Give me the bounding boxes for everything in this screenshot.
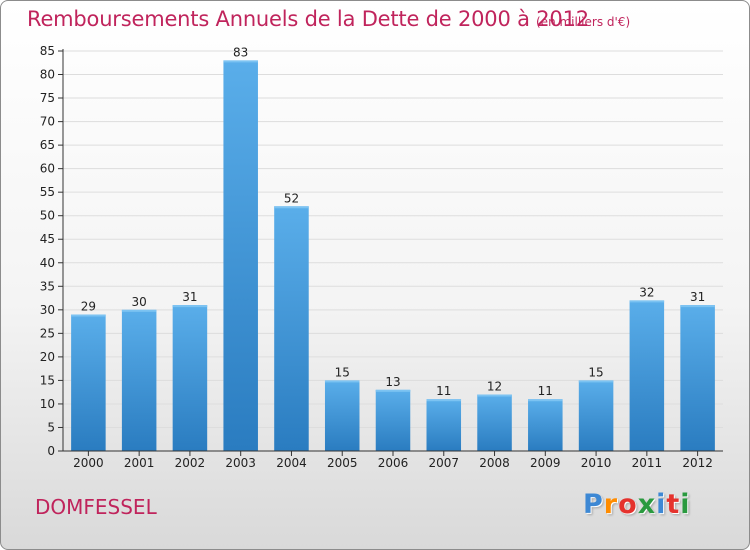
x-tick-label-2005: 2005 xyxy=(327,456,358,470)
data-label-2003: 83 xyxy=(233,45,248,59)
data-label-2001: 30 xyxy=(132,295,147,309)
logo-letter: r xyxy=(603,489,619,520)
logo-letter: t xyxy=(666,489,681,520)
bars xyxy=(71,60,715,451)
bar-highlight-2009 xyxy=(528,399,563,402)
bar-highlight-2007 xyxy=(426,399,462,402)
logo-letter: o xyxy=(618,489,638,520)
y-tick-label: 30 xyxy=(40,303,55,317)
y-tick-label: 65 xyxy=(40,138,55,152)
bar-2004 xyxy=(274,206,309,451)
x-tick-label-2003: 2003 xyxy=(225,456,256,470)
y-tick-label: 50 xyxy=(40,209,55,223)
x-tick-label-2012: 2012 xyxy=(682,456,713,470)
y-tick-label: 60 xyxy=(40,162,55,176)
bar-highlight-2004 xyxy=(274,206,309,209)
bar-2000 xyxy=(71,314,106,451)
y-tick-label: 25 xyxy=(40,326,55,340)
x-tick-label-2001: 2001 xyxy=(124,456,155,470)
commune-name: DOMFESSEL xyxy=(35,495,157,519)
x-tick-label-2002: 2002 xyxy=(175,456,206,470)
bar-2007 xyxy=(426,399,462,451)
x-tick-label-2007: 2007 xyxy=(428,456,459,470)
bar-2009 xyxy=(528,399,563,451)
bar-2011 xyxy=(629,300,665,451)
bar-highlight-2010 xyxy=(578,380,614,383)
bar-2010 xyxy=(578,380,614,451)
y-tick-label: 35 xyxy=(40,279,55,293)
bar-highlight-2006 xyxy=(375,389,411,392)
data-label-2007: 11 xyxy=(436,384,451,398)
x-tick-label-2009: 2009 xyxy=(530,456,561,470)
data-label-2011: 32 xyxy=(639,285,654,299)
x-tick-label-2004: 2004 xyxy=(276,456,307,470)
bar-2003 xyxy=(223,60,258,451)
proxiti-logo: Proxiti xyxy=(583,489,691,520)
logo-letter: x xyxy=(637,489,657,520)
data-label-2012: 31 xyxy=(690,290,705,304)
bar-highlight-2000 xyxy=(71,314,106,317)
logo-letter: P xyxy=(583,489,604,520)
bar-highlight-2003 xyxy=(223,60,258,63)
data-label-2004: 52 xyxy=(284,191,299,205)
y-tick-label: 45 xyxy=(40,232,55,246)
axes: 0 5 10 15 20 25 30 35 40 45 50 55 60 65 70 75 80 85 2000 20… xyxy=(40,44,723,470)
data-label-2005: 15 xyxy=(335,365,350,379)
y-tick-label: 0 xyxy=(47,444,55,458)
x-tick-label-2011: 2011 xyxy=(632,456,663,470)
y-tick-label: 85 xyxy=(40,44,55,58)
data-labels: 29 30 31 83 52 15 13 11 12 11 15 32 31 xyxy=(81,45,706,398)
bar-highlight-2008 xyxy=(477,394,512,397)
y-tick-label: 5 xyxy=(47,420,55,434)
y-tick-label: 70 xyxy=(40,115,55,129)
bar-2005 xyxy=(324,380,360,451)
bar-2001 xyxy=(121,309,157,451)
y-tick-label: 40 xyxy=(40,256,55,270)
data-label-2010: 15 xyxy=(588,365,603,379)
y-tick-label: 10 xyxy=(40,397,55,411)
data-label-2000: 29 xyxy=(81,300,96,314)
logo-letter: i xyxy=(680,489,691,520)
chart-title: Remboursements Annuels de la Dette de 20… xyxy=(27,7,589,31)
y-tick-label: 55 xyxy=(40,185,55,199)
bar-2006 xyxy=(375,389,411,451)
y-tick-label: 20 xyxy=(40,350,55,364)
x-tick-label-2010: 2010 xyxy=(581,456,612,470)
logo-letter: i xyxy=(656,489,667,520)
bar-2002 xyxy=(172,305,208,451)
bar-highlight-2012 xyxy=(680,305,715,308)
bar-2008 xyxy=(477,394,512,451)
grid-lines xyxy=(63,50,723,428)
bar-highlight-2001 xyxy=(121,309,157,312)
y-tick-label: 75 xyxy=(40,91,55,105)
data-label-2006: 13 xyxy=(385,375,400,389)
x-tick-label-2006: 2006 xyxy=(378,456,409,470)
x-tick-label-2008: 2008 xyxy=(479,456,510,470)
y-tick-label: 15 xyxy=(40,373,55,387)
y-tick-label: 80 xyxy=(40,68,55,82)
bar-2012 xyxy=(680,305,715,451)
bar-highlight-2002 xyxy=(172,305,208,308)
data-label-2008: 12 xyxy=(487,380,502,394)
data-label-2009: 11 xyxy=(538,384,553,398)
bar-highlight-2005 xyxy=(324,380,360,383)
chart-subtitle: (en milliers d'€) xyxy=(536,15,631,29)
x-tick-label-2000: 2000 xyxy=(73,456,104,470)
data-label-2002: 31 xyxy=(182,290,197,304)
bar-highlight-2011 xyxy=(629,300,665,303)
